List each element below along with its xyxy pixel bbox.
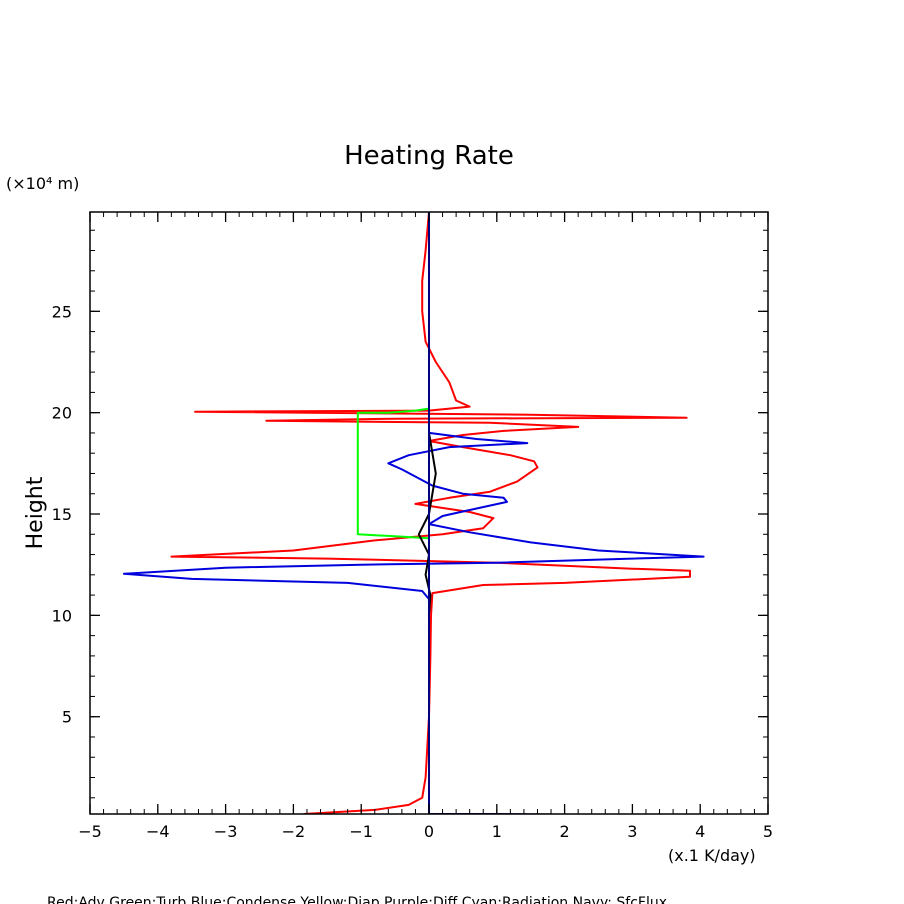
x-tick-label: 0 [424,822,434,841]
y-tick-label: 25 [52,302,72,321]
x-tick-label: 2 [560,822,570,841]
y-tick-label: 20 [52,404,72,423]
x-tick-label: −3 [214,822,238,841]
series-line-0 [170,212,691,814]
x-tick-label: 1 [492,822,502,841]
y-tick-label: 5 [62,708,72,727]
y-axis-label: Height [23,476,48,549]
x-tick-label: 3 [627,822,637,841]
series-line-2 [122,212,705,600]
y-tick-label: 15 [52,505,72,524]
series-line-1 [356,407,430,540]
x-tick-label: −4 [146,822,170,841]
x-tick-label: −5 [78,822,102,841]
x-tick-label: −2 [282,822,306,841]
x-axis-label: (x.1 K/day) [668,846,756,865]
y-tick-label: 10 [52,606,72,625]
tick-labels: −5 −4 −3 −2 −1 0 1 2 3 4 5 5 10 15 20 25 [52,302,773,841]
plot-frame [89,211,769,815]
x-tick-label: −1 [349,822,373,841]
chart-title: Heating Rate [344,141,514,171]
x-tick-label: 4 [695,822,705,841]
x-tick-label: 5 [763,822,773,841]
color-legend: Red:Adv Green:Turb Blue:Condense Yellow:… [47,895,667,904]
series-layer [122,212,705,814]
y-axis-unit: (×10⁴ m) [6,174,79,193]
